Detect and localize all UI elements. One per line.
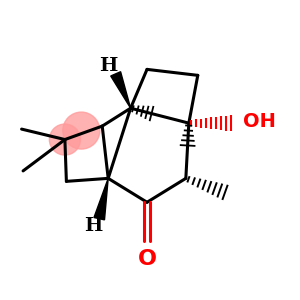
Polygon shape xyxy=(111,72,130,108)
Circle shape xyxy=(50,124,80,155)
Text: H: H xyxy=(99,57,117,75)
Circle shape xyxy=(63,112,100,149)
Text: OH: OH xyxy=(243,112,275,131)
Text: O: O xyxy=(137,248,157,268)
Text: H: H xyxy=(84,217,103,235)
Polygon shape xyxy=(94,178,108,220)
